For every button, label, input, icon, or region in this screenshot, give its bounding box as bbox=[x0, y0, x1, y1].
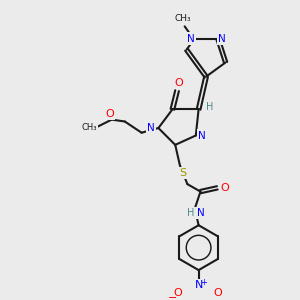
Text: H: H bbox=[188, 208, 195, 218]
Text: O: O bbox=[220, 183, 229, 193]
Text: N: N bbox=[194, 280, 203, 290]
Text: N: N bbox=[199, 130, 206, 140]
Text: −: − bbox=[168, 293, 177, 300]
Text: S: S bbox=[179, 168, 186, 178]
Text: O: O bbox=[174, 287, 182, 298]
Text: N: N bbox=[187, 34, 195, 44]
Text: O: O bbox=[105, 109, 114, 119]
Text: O: O bbox=[213, 287, 222, 298]
Text: H: H bbox=[206, 103, 214, 112]
Text: +: + bbox=[200, 278, 207, 287]
Text: N: N bbox=[218, 34, 226, 44]
Text: CH₃: CH₃ bbox=[175, 14, 191, 23]
Text: N: N bbox=[147, 123, 155, 133]
Text: O: O bbox=[175, 78, 183, 88]
Text: CH₃: CH₃ bbox=[82, 123, 97, 132]
Text: N: N bbox=[196, 208, 204, 218]
